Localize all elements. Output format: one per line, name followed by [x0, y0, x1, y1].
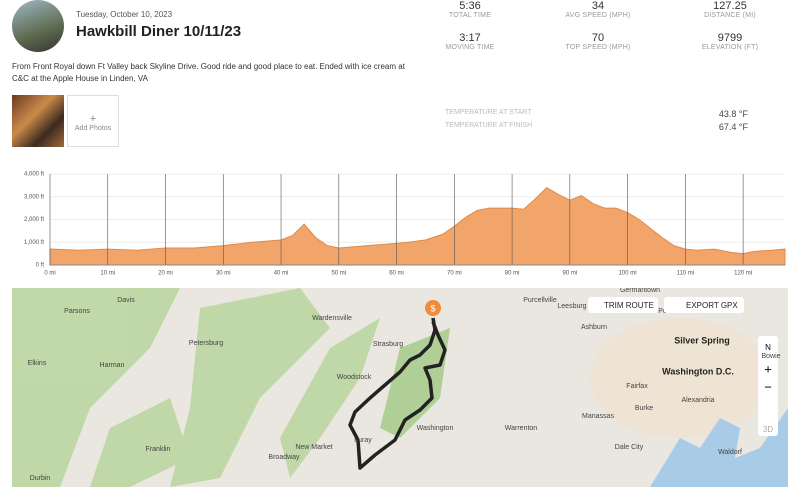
map-label: Ashburn — [581, 324, 607, 331]
y-tick-label: 2,000 ft — [24, 217, 44, 223]
suburbs — [590, 318, 770, 438]
y-tick-label: 4,000 ft — [24, 172, 44, 178]
y-tick-label: 3,000 ft — [24, 194, 44, 200]
map-label: Alexandria — [681, 397, 714, 404]
map-label: New Market — [295, 444, 332, 451]
x-tick-label: 60 mi — [389, 271, 404, 277]
stat-label: TOP SPEED (MPH) — [565, 44, 631, 51]
map-label: Elkins — [28, 360, 47, 367]
x-tick-label: 120 mi — [734, 271, 752, 277]
map-controls — [758, 336, 778, 436]
stat-label: DISTANCE (MI) — [704, 12, 756, 19]
compass[interactable]: N — [765, 343, 771, 352]
map-label: Manassas — [582, 413, 614, 420]
map-label: Franklin — [146, 446, 171, 453]
x-tick-label: 70 mi — [447, 271, 462, 277]
map-label: Washington D.C. — [662, 366, 734, 376]
stat-value: 70 — [591, 32, 605, 44]
map-label: Broadway — [268, 454, 300, 461]
stat-label: MOVING TIME — [445, 44, 495, 51]
water — [650, 408, 788, 487]
map-label: Parsons — [64, 308, 90, 315]
map-label: Fairfax — [626, 383, 648, 390]
x-tick-label: 30 mi — [216, 271, 231, 277]
add-icon: + — [89, 113, 97, 125]
map-label: Dale City — [615, 444, 644, 451]
map-label: Waldorf — [718, 449, 742, 456]
x-tick-label: 50 mi — [331, 271, 346, 277]
x-tick-label: 110 mi — [677, 271, 695, 277]
ride-title: Hawkbill Diner 10/11/23 — [76, 23, 242, 40]
y-tick-label: 0 ft — [36, 263, 45, 269]
photo-thumbnail[interactable] — [12, 95, 64, 147]
map-label: Woodstock — [337, 374, 372, 381]
stat-value: 34 — [591, 0, 605, 12]
x-tick-label: 10 mi — [100, 271, 115, 277]
x-tick-label: 40 mi — [274, 271, 289, 277]
x-tick-label: 90 mi — [563, 271, 578, 277]
map-label: Davis — [117, 297, 135, 304]
3d-toggle[interactable]: 3D — [763, 425, 773, 434]
marker-pin — [425, 300, 441, 316]
map-label: Silver Spring — [674, 335, 730, 345]
temp-value: 67.4 °F — [718, 122, 748, 132]
stat-label: AVG SPEED (MPH) — [565, 12, 631, 19]
map[interactable]: $ Germantown Davis Parsons Wardensville Purc… — [0, 288, 800, 487]
map-label: Petersburg — [189, 340, 223, 347]
button-label: TRIM ROUTE — [604, 301, 654, 310]
y-tick-label: 1,000 ft — [24, 240, 44, 246]
map-label: Purcellville — [523, 297, 557, 304]
stat-label: ELEVATION (FT) — [701, 44, 759, 51]
trim-route-button[interactable] — [588, 297, 658, 313]
add-label: Add Photos — [74, 125, 112, 132]
x-tick-label: 100 mi — [619, 271, 637, 277]
route — [348, 317, 447, 470]
map-label: Washington — [417, 425, 454, 432]
map-label: Warrenton — [505, 425, 538, 432]
stat-value: 9799 — [717, 32, 743, 44]
zoom-out[interactable]: − — [764, 379, 772, 394]
map-label: Germantown — [620, 288, 660, 294]
stat-value: 5:36 — [459, 0, 481, 12]
map-label: Harman — [100, 362, 125, 369]
add-photos[interactable]: + Add Photos — [67, 95, 119, 147]
map-label: Strasburg — [373, 341, 403, 348]
start-marker[interactable]: $ — [425, 300, 441, 316]
ride-date: Tuesday, October 10, 2023 — [76, 10, 173, 19]
temp-label: TEMPERATURE AT START — [445, 109, 532, 116]
map-label: Wardensville — [312, 315, 352, 322]
stat-value: 3:17 — [459, 32, 481, 44]
map-label: Durbin — [30, 475, 51, 482]
map-label: Bowie — [761, 353, 780, 360]
ride-description: From Front Royal down Ft Valley back Sky… — [12, 62, 405, 83]
map-label: Luray — [354, 437, 372, 444]
elevation-chart: 0 ft 1,000 ft 2,000 ft 3,000 ft 4,000 ft 0 mi… — [24, 172, 786, 277]
stat-label: TOTAL TIME — [448, 12, 492, 19]
terrain — [12, 288, 450, 487]
x-tick-label: 80 mi — [505, 271, 520, 277]
temp-value: 43.8 °F — [718, 109, 748, 119]
map-label: Burke — [635, 405, 653, 412]
temp-label: TEMPERATURE AT FINISH — [445, 122, 533, 129]
x-tick-label: 20 mi — [158, 271, 173, 277]
button-label: EXPORT GPX — [686, 301, 738, 310]
zoom-in[interactable]: + — [764, 361, 772, 376]
map-label: Leesburg — [557, 303, 586, 310]
elevation-area — [49, 187, 786, 266]
avatar[interactable] — [12, 0, 64, 52]
stat-value: 127.25 — [713, 0, 747, 12]
export-gpx-button[interactable] — [664, 297, 744, 313]
x-tick-label: 0 mi — [44, 271, 55, 277]
marker-label: $ — [430, 303, 435, 313]
